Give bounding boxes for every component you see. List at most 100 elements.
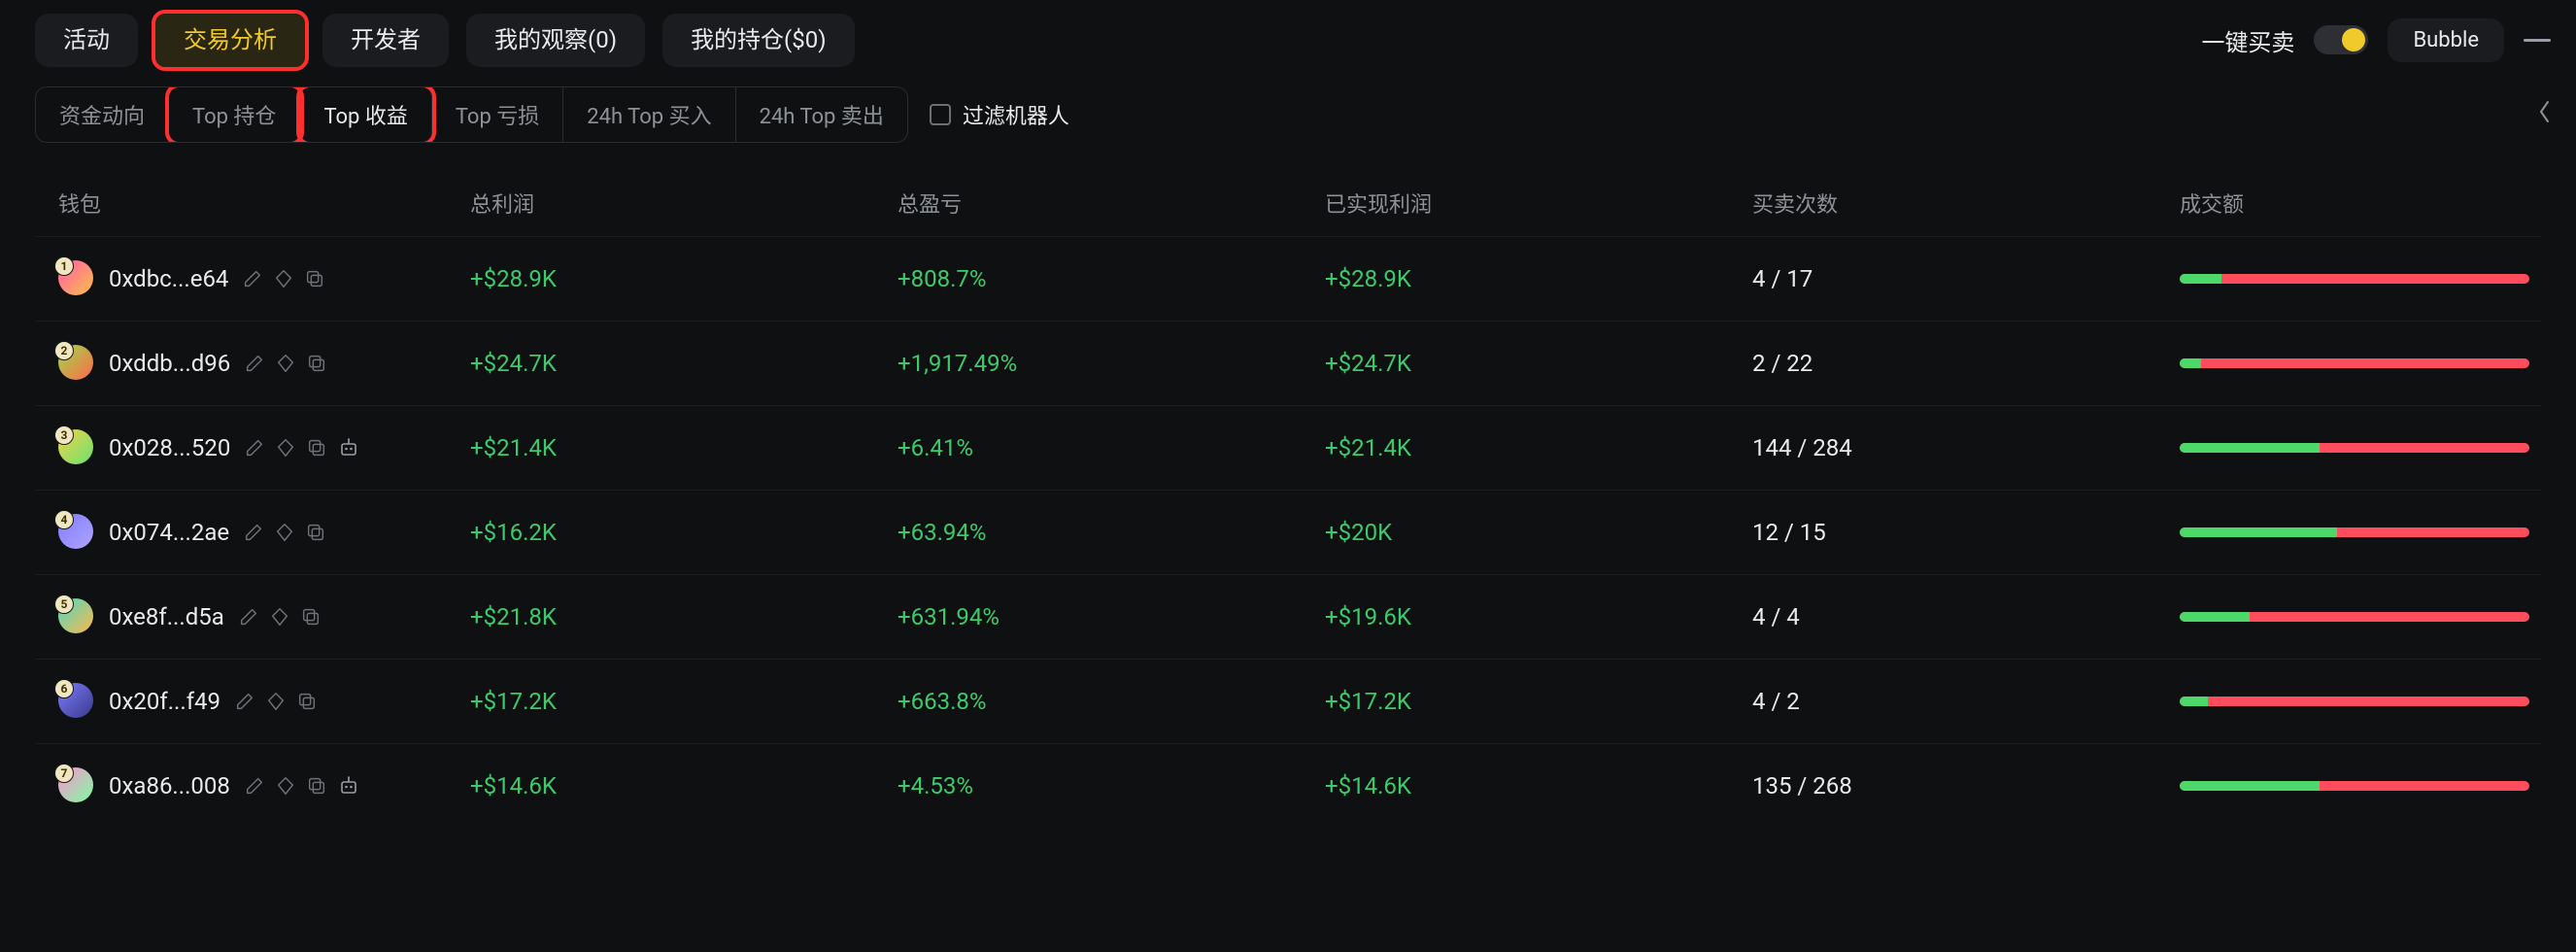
copy-icon[interactable] — [300, 606, 322, 628]
copy-icon[interactable] — [306, 437, 327, 459]
wallet-address[interactable]: 0x20f...f49 — [109, 688, 220, 715]
avatar-wrap: 3 — [58, 429, 95, 466]
edit-icon[interactable] — [238, 606, 259, 628]
volume-bar-green — [2180, 443, 2320, 453]
menu-dash-icon[interactable] — [2524, 39, 2551, 42]
realized-profit-cell: +$19.6K — [1317, 603, 1745, 630]
diamond-icon[interactable] — [269, 606, 290, 628]
sub-tabs: 资金动向Top 持仓Top 收益Top 亏损24h Top 买入24h Top … — [35, 86, 908, 143]
sub-tab[interactable]: 资金动向 — [36, 87, 169, 142]
edit-icon[interactable] — [244, 775, 265, 797]
volume-bar-green — [2180, 358, 2201, 368]
diamond-icon[interactable] — [275, 353, 296, 374]
edit-icon[interactable] — [244, 353, 265, 374]
column-header-wallet[interactable]: 钱包 — [35, 187, 462, 219]
table-row[interactable]: 70xa86...008+$14.6K+4.53%+$14.6K135 / 26… — [35, 743, 2541, 828]
diamond-icon[interactable] — [275, 775, 296, 797]
bot-icon — [337, 436, 360, 459]
total-profit-cell: +$24.7K — [462, 350, 890, 377]
table-row[interactable]: 40x074...2ae+$16.2K+63.94%+$20K12 / 15 — [35, 490, 2541, 574]
avatar-wrap: 7 — [58, 767, 95, 804]
primary-tab[interactable]: 我的观察(0) — [466, 14, 645, 67]
filter-robots[interactable]: 过滤机器人 — [930, 99, 1069, 130]
column-header-total_profit[interactable]: 总利润 — [462, 187, 890, 219]
rank-badge: 1 — [54, 256, 74, 276]
trades-cell: 4 / 17 — [1745, 265, 2172, 292]
column-header-realized_profit[interactable]: 已实现利润 — [1317, 187, 1745, 219]
copy-icon[interactable] — [306, 775, 327, 797]
primary-tab[interactable]: 活动 — [35, 14, 138, 67]
wallet-address[interactable]: 0xe8f...d5a — [109, 603, 224, 630]
copy-icon[interactable] — [304, 268, 325, 289]
wallet-address[interactable]: 0x028...520 — [109, 434, 230, 461]
volume-bar-green — [2180, 697, 2208, 706]
edit-icon[interactable] — [242, 268, 263, 289]
total-pnl-cell: +63.94% — [890, 519, 1317, 546]
table-row[interactable]: 10xdbc...e64+$28.9K+808.7%+$28.9K4 / 17 — [35, 236, 2541, 321]
volume-bar — [2180, 443, 2529, 453]
volume-bar — [2180, 612, 2529, 622]
realized-profit-cell: +$14.6K — [1317, 772, 1745, 799]
copy-icon[interactable] — [306, 353, 327, 374]
sub-tab[interactable]: Top 持仓 — [169, 87, 300, 142]
wallet-address[interactable]: 0xddb...d96 — [109, 350, 230, 377]
total-pnl-cell: +4.53% — [890, 772, 1317, 799]
rank-badge: 4 — [54, 510, 74, 529]
wallet-address[interactable]: 0xdbc...e64 — [109, 265, 228, 292]
diamond-icon[interactable] — [273, 268, 294, 289]
primary-tab[interactable]: 开发者 — [322, 14, 449, 67]
filter-robots-checkbox[interactable] — [930, 104, 951, 125]
volume-bar — [2180, 358, 2529, 368]
total-profit-cell: +$16.2K — [462, 519, 890, 546]
realized-profit-cell: +$24.7K — [1317, 350, 1745, 377]
realized-profit-cell: +$20K — [1317, 519, 1745, 546]
avatar-wrap: 5 — [58, 598, 95, 635]
copy-icon[interactable] — [305, 522, 326, 543]
table-row[interactable]: 30x028...520+$21.4K+6.41%+$21.4K144 / 28… — [35, 405, 2541, 490]
avatar-wrap: 2 — [58, 345, 95, 382]
quick-trade-label: 一键买卖 — [2201, 23, 2294, 57]
volume-bar — [2180, 697, 2529, 706]
edit-icon[interactable] — [244, 437, 265, 459]
top-row: 活动交易分析开发者我的观察(0) 我的持仓($0) 一键买卖 Bubble — [0, 14, 2576, 67]
expand-chevron-icon[interactable] — [2537, 98, 2551, 130]
diamond-icon[interactable] — [274, 522, 295, 543]
total-pnl-cell: +1,917.49% — [890, 350, 1317, 377]
edit-icon[interactable] — [234, 691, 255, 712]
wallet-address[interactable]: 0xa86...008 — [109, 772, 230, 799]
sub-row: 资金动向Top 持仓Top 收益Top 亏损24h Top 买入24h Top … — [0, 67, 2576, 143]
column-header-trades[interactable]: 买卖次数 — [1745, 187, 2172, 219]
copy-icon[interactable] — [296, 691, 318, 712]
column-header-total_pnl[interactable]: 总盈亏 — [890, 187, 1317, 219]
sub-tab[interactable]: 24h Top 买入 — [563, 87, 735, 142]
edit-icon[interactable] — [243, 522, 264, 543]
primary-tab[interactable]: 我的持仓($0) — [662, 14, 855, 67]
row-action-icons — [238, 606, 322, 628]
quick-trade-toggle[interactable] — [2314, 25, 2368, 54]
sub-tab[interactable]: Top 亏损 — [432, 87, 563, 142]
volume-cell — [2172, 358, 2541, 368]
volume-bar-green — [2180, 527, 2337, 537]
diamond-icon[interactable] — [265, 691, 287, 712]
sub-tab[interactable]: Top 收益 — [300, 87, 431, 142]
diamond-icon[interactable] — [275, 437, 296, 459]
rank-badge: 2 — [54, 341, 74, 360]
wallet-address[interactable]: 0x074...2ae — [109, 519, 229, 546]
trades-cell: 12 / 15 — [1745, 519, 2172, 546]
realized-profit-cell: +$17.2K — [1317, 688, 1745, 715]
rank-badge: 6 — [54, 679, 74, 698]
volume-bar-green — [2180, 781, 2320, 791]
avatar-wrap: 1 — [58, 260, 95, 297]
sub-tab[interactable]: 24h Top 卖出 — [736, 87, 907, 142]
wallet-cell: 40x074...2ae — [35, 514, 462, 551]
bot-icon — [337, 774, 360, 798]
page-root: 活动交易分析开发者我的观察(0) 我的持仓($0) 一键买卖 Bubble 资金动… — [0, 0, 2576, 952]
bubble-button[interactable]: Bubble — [2388, 18, 2504, 62]
total-profit-cell: +$21.4K — [462, 434, 890, 461]
table-row[interactable]: 20xddb...d96+$24.7K+1,917.49%+$24.7K2 / … — [35, 321, 2541, 405]
table-row[interactable]: 60x20f...f49+$17.2K+663.8%+$17.2K4 / 2 — [35, 659, 2541, 743]
table-row[interactable]: 50xe8f...d5a+$21.8K+631.94%+$19.6K4 / 4 — [35, 574, 2541, 659]
primary-tab[interactable]: 交易分析 — [155, 14, 305, 67]
toggle-knob — [2342, 28, 2365, 51]
column-header-volume[interactable]: 成交额 — [2172, 187, 2541, 219]
